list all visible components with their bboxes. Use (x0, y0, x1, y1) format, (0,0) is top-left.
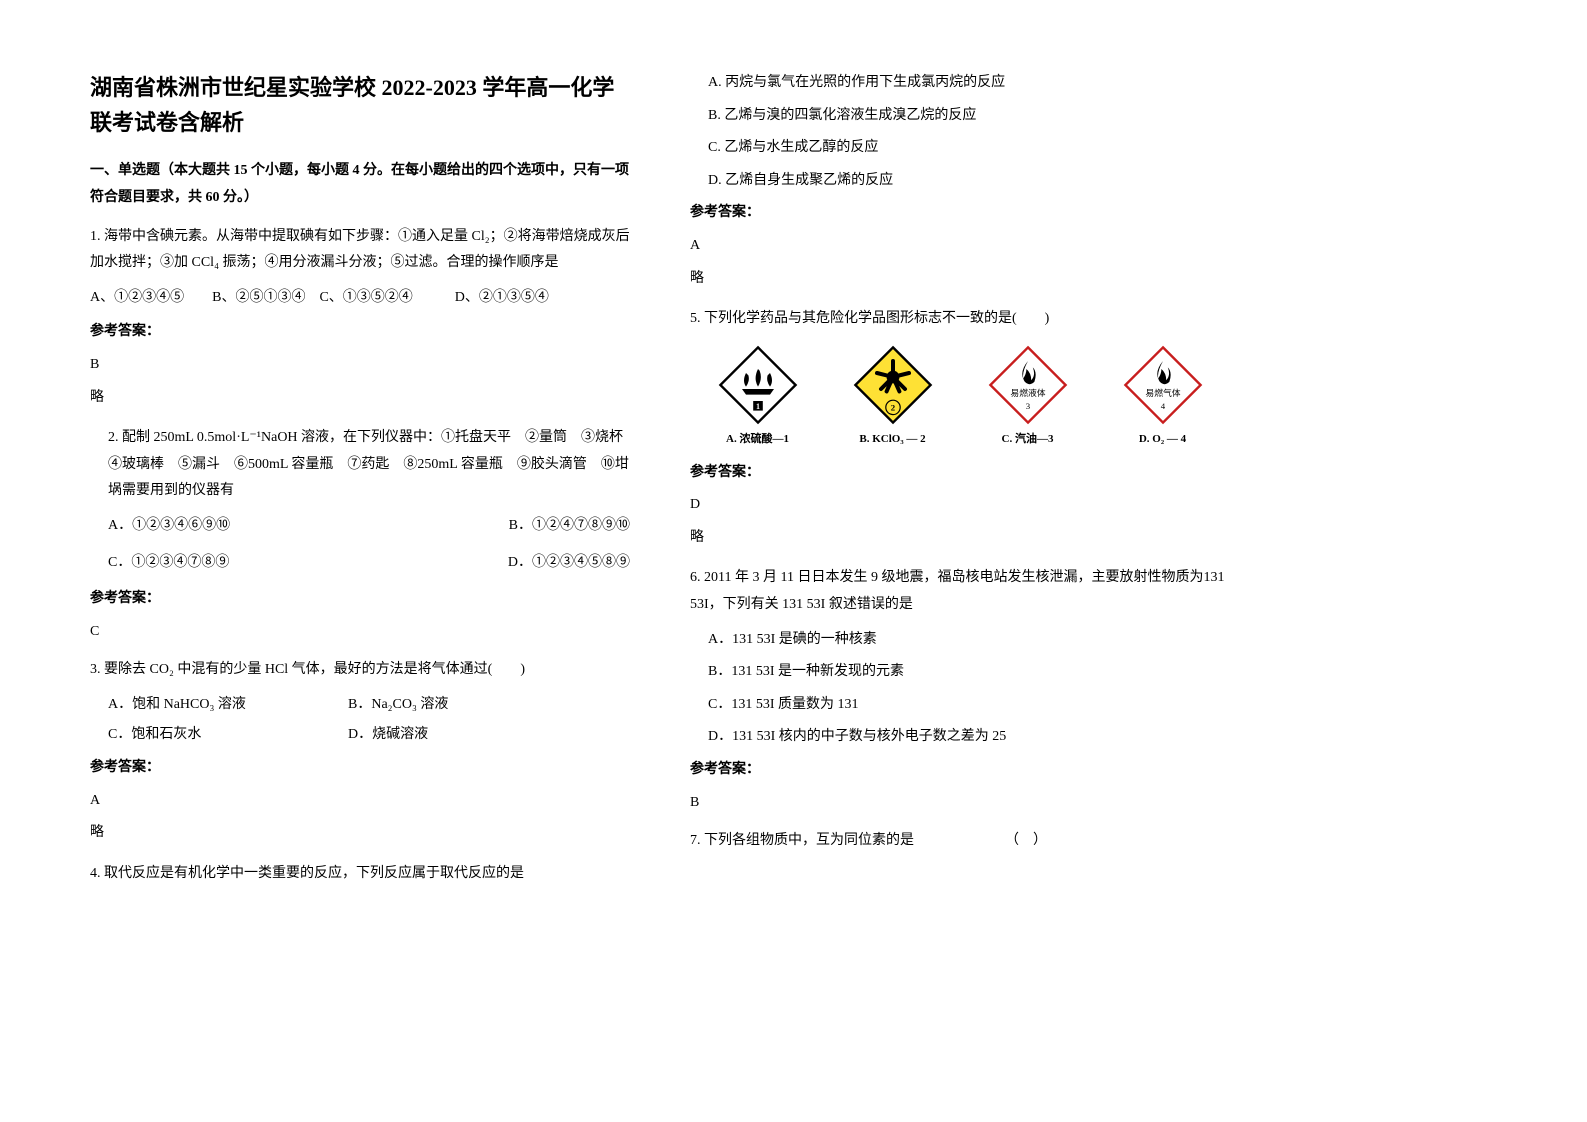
hazard-captions: A. 浓硫酸—1 B. KClO₃ — 2 C. 汽油—3 D. O₂ — 4 (690, 429, 1230, 450)
question-5: 5. 下列化学药品与其危险化学品图形标志不一致的是( ) 1 (690, 306, 1230, 551)
answer-label: 参考答案： (90, 319, 630, 346)
q5-capA: A. 浓硫酸—1 (703, 429, 813, 450)
q1-answer: B (90, 352, 630, 379)
svg-text:易燃液体: 易燃液体 (1010, 387, 1045, 398)
question-4-stem: 4. 取代反应是有机化学中一类重要的反应，下列反应属于取代反应的是 (90, 861, 630, 888)
q6-answer: B (690, 790, 1230, 817)
hazard-row: 1 2 易燃液体 (690, 345, 1230, 425)
q3-optB: B．Na₂CO₃ 溶液 (348, 692, 448, 719)
page-container: 湖南省株洲市世纪星实验学校 2022-2023 学年高一化学联考试卷含解析 一、… (90, 70, 1497, 899)
question-7: 7. 下列各组物质中，互为同位素的是 （ ） (690, 828, 1230, 855)
q3-optA: A．饱和 NaHCO₃ 溶液 (108, 692, 348, 719)
q3-text: 3. 要除去 CO₂ 中混有的少量 HCl 气体，最好的方法是将气体通过( ) (90, 657, 630, 684)
svg-text:3: 3 (1025, 401, 1030, 411)
q2-row2: C．①②③④⑦⑧⑨ D．①②③④⑤⑧⑨ (90, 550, 630, 577)
q5-capC: C. 汽油—3 (973, 429, 1083, 450)
q2-optA: A．①②③④⑥⑨⑩ (108, 513, 230, 540)
hazard-3: 易燃液体 3 (988, 345, 1068, 425)
q4-text: 4. 取代反应是有机化学中一类重要的反应，下列反应属于取代反应的是 (90, 861, 630, 888)
hazard-icon-4: 易燃气体 4 (1123, 345, 1203, 425)
q5-capB: B. KClO₃ — 2 (838, 429, 948, 450)
q6-optB: B．131 53I 是一种新发现的元素 (690, 659, 1230, 686)
q2-row1: A．①②③④⑥⑨⑩ B．①②④⑦⑧⑨⑩ (90, 513, 630, 540)
section-header: 一、单选题（本大题共 15 个小题，每小题 4 分。在每小题给出的四个选项中，只… (90, 158, 630, 211)
q2-optD: D．①②③④⑤⑧⑨ (508, 550, 630, 577)
answer-note: 略 (690, 525, 1230, 552)
q5-text: 5. 下列化学药品与其危险化学品图形标志不一致的是( ) (690, 306, 1230, 333)
answer-label: 参考答案： (90, 755, 630, 782)
answer-label: 参考答案： (690, 200, 1230, 227)
svg-text:4: 4 (1160, 401, 1165, 411)
q2-text: 2. 配制 250mL 0.5mol·L⁻¹NaOH 溶液，在下列仪器中：①托盘… (90, 425, 630, 505)
question-6: 6. 2011 年 3 月 11 日日本发生 9 级地震，福岛核电站发生核泄漏，… (690, 565, 1230, 816)
svg-text:2: 2 (890, 402, 895, 412)
hazard-icon-1: 1 (718, 345, 798, 425)
q5-capD: D. O₂ — 4 (1108, 429, 1218, 450)
q2-optB: B．①②④⑦⑧⑨⑩ (509, 513, 630, 540)
page-title: 湖南省株洲市世纪星实验学校 2022-2023 学年高一化学联考试卷含解析 (90, 70, 630, 140)
q3-row2: C．饱和石灰水 D．烧碱溶液 (90, 722, 630, 749)
question-1: 1. 海带中含碘元素。从海带中提取碘有如下步骤：①通入足量 Cl₂；②将海带焙烧… (90, 224, 630, 412)
q7-text: 7. 下列各组物质中，互为同位素的是 （ ） (690, 828, 1230, 855)
q2-optC: C．①②③④⑦⑧⑨ (108, 550, 229, 577)
q3-optC: C．饱和石灰水 (108, 722, 348, 749)
svg-text:易燃气体: 易燃气体 (1145, 387, 1180, 398)
q6-optD: D．131 53I 核内的中子数与核外电子数之差为 25 (690, 724, 1230, 751)
q3-row1: A．饱和 NaHCO₃ 溶液 B．Na₂CO₃ 溶液 (90, 692, 630, 719)
answer-label: 参考答案： (90, 586, 630, 613)
right-column: A. 丙烷与氯气在光照的作用下生成氯丙烷的反应 B. 乙烯与溴的四氯化溶液生成溴… (690, 70, 1230, 899)
hazard-2: 2 (853, 345, 933, 425)
q2-answer: C (90, 619, 630, 646)
q1-options: A、①②③④⑤ B、②⑤①③④ C、①③⑤②④ D、②①③⑤④ (90, 285, 630, 312)
left-column: 湖南省株洲市世纪星实验学校 2022-2023 学年高一化学联考试卷含解析 一、… (90, 70, 630, 899)
q4-optD: D. 乙烯自身生成聚乙烯的反应 (690, 168, 1230, 195)
hazard-icon-2: 2 (853, 345, 933, 425)
q6-optA: A．131 53I 是碘的一种核素 (690, 627, 1230, 654)
answer-note: 略 (690, 266, 1230, 293)
q4-optB: B. 乙烯与溴的四氯化溶液生成溴乙烷的反应 (690, 103, 1230, 130)
q4-optA: A. 丙烷与氯气在光照的作用下生成氯丙烷的反应 (690, 70, 1230, 97)
question-2: 2. 配制 250mL 0.5mol·L⁻¹NaOH 溶液，在下列仪器中：①托盘… (90, 425, 630, 645)
q3-answer: A (90, 788, 630, 815)
q4-answer: A (690, 233, 1230, 260)
q6-optC: C．131 53I 质量数为 131 (690, 692, 1230, 719)
answer-label: 参考答案： (690, 460, 1230, 487)
q5-answer: D (690, 492, 1230, 519)
svg-text:1: 1 (756, 402, 760, 411)
question-3: 3. 要除去 CO₂ 中混有的少量 HCl 气体，最好的方法是将气体通过( ) … (90, 657, 630, 847)
hazard-icon-3: 易燃液体 3 (988, 345, 1068, 425)
hazard-1: 1 (718, 345, 798, 425)
answer-label: 参考答案： (690, 757, 1230, 784)
q4-optC: C. 乙烯与水生成乙醇的反应 (690, 135, 1230, 162)
q3-optD: D．烧碱溶液 (348, 722, 428, 749)
answer-note: 略 (90, 385, 630, 412)
q1-text: 1. 海带中含碘元素。从海带中提取碘有如下步骤：①通入足量 Cl₂；②将海带焙烧… (90, 224, 630, 277)
answer-note: 略 (90, 820, 630, 847)
q6-text: 6. 2011 年 3 月 11 日日本发生 9 级地震，福岛核电站发生核泄漏，… (690, 565, 1230, 618)
hazard-4: 易燃气体 4 (1123, 345, 1203, 425)
question-4-opts: A. 丙烷与氯气在光照的作用下生成氯丙烷的反应 B. 乙烯与溴的四氯化溶液生成溴… (690, 70, 1230, 292)
